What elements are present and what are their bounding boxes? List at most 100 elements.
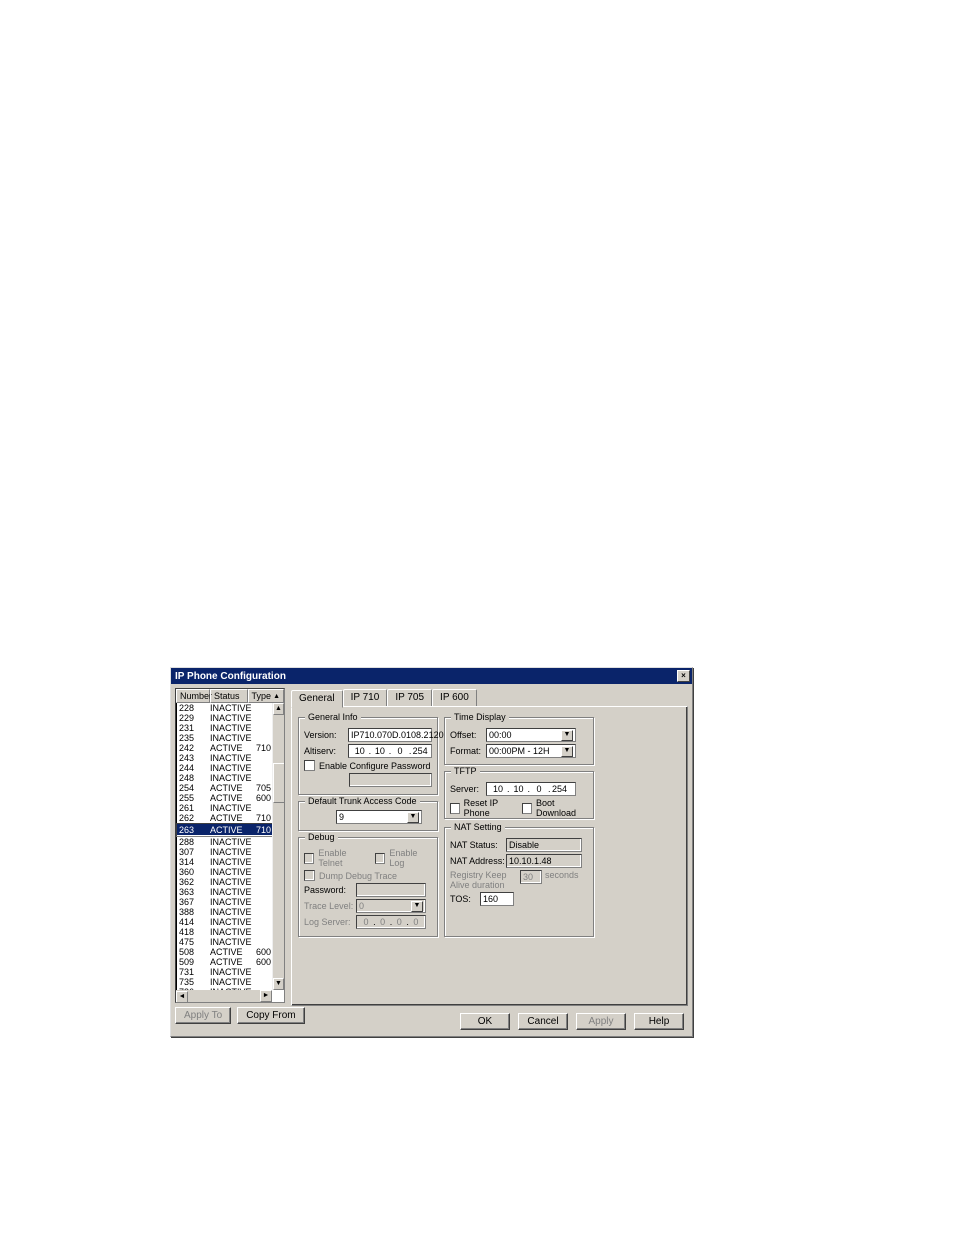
table-row[interactable]: 244INACTIVE xyxy=(176,763,284,773)
close-icon[interactable]: × xyxy=(677,670,690,682)
tos-field[interactable]: 160 xyxy=(480,892,514,906)
table-row[interactable]: 307INACTIVE xyxy=(176,847,284,857)
group-trunk-code: Default Trunk Access Code 9▼ xyxy=(298,801,438,831)
table-row[interactable]: 254ACTIVE705 xyxy=(176,783,284,793)
vertical-scrollbar[interactable]: ▲ ▼ xyxy=(272,703,284,990)
table-row[interactable]: 228INACTIVE xyxy=(176,703,284,713)
sort-up-icon: ▲ xyxy=(273,693,280,700)
tab-general[interactable]: General xyxy=(291,690,343,708)
scroll-up-icon[interactable]: ▲ xyxy=(273,703,284,715)
table-row[interactable]: 263ACTIVE710 xyxy=(176,823,284,837)
table-row[interactable]: 388INACTIVE xyxy=(176,907,284,917)
keepalive-label: Registry Keep Alive duration xyxy=(450,870,520,890)
keepalive-field: 30 xyxy=(520,870,542,884)
copy-from-button[interactable]: Copy From xyxy=(237,1007,304,1024)
table-row[interactable]: 362INACTIVE xyxy=(176,877,284,887)
legend-trunk: Default Trunk Access Code xyxy=(305,796,420,806)
scroll-left-icon[interactable]: ◄ xyxy=(176,991,188,1003)
ok-button[interactable]: OK xyxy=(460,1013,510,1030)
table-row[interactable]: 414INACTIVE xyxy=(176,917,284,927)
reset-label: Reset IP Phone xyxy=(464,798,518,818)
table-row[interactable]: 288INACTIVE xyxy=(176,837,284,847)
boot-download-checkbox[interactable] xyxy=(522,803,532,814)
apply-to-button[interactable]: Apply To xyxy=(175,1007,231,1024)
enable-password-checkbox[interactable] xyxy=(304,760,315,771)
list-rows[interactable]: 228INACTIVE229INACTIVE231INACTIVE235INAC… xyxy=(176,703,284,1002)
nat-address-field: 10.10.1.48 xyxy=(506,854,582,868)
enable-telnet-label: Enable Telnet xyxy=(318,848,369,868)
format-select[interactable]: 00:00PM - 12H▼ xyxy=(486,744,576,758)
tab-ip710[interactable]: IP 710 xyxy=(343,689,388,707)
table-row[interactable]: 418INACTIVE xyxy=(176,927,284,937)
dump-trace-checkbox xyxy=(304,870,315,881)
table-row[interactable]: 243INACTIVE xyxy=(176,753,284,763)
tab-strip: General IP 710 IP 705 IP 600 xyxy=(291,688,688,706)
table-row[interactable]: 248INACTIVE xyxy=(176,773,284,783)
apply-button[interactable]: Apply xyxy=(576,1013,626,1030)
keepalive-unit: seconds xyxy=(545,870,579,880)
col-number[interactable]: Number xyxy=(176,689,210,703)
table-row[interactable]: 229INACTIVE xyxy=(176,713,284,723)
tftp-server-ip[interactable]: 10.10.0.254 xyxy=(486,782,576,796)
legend-tftp: TFTP xyxy=(451,766,480,776)
legend-nat: NAT Setting xyxy=(451,822,505,832)
enable-password-label: Enable Configure Password xyxy=(319,761,431,771)
col-type[interactable]: Type▲ xyxy=(248,689,284,703)
scroll-thumb[interactable] xyxy=(273,763,285,803)
table-row[interactable]: 261INACTIVE xyxy=(176,803,284,813)
debug-password-field xyxy=(356,883,426,897)
log-server-ip: 0.0.0.0 xyxy=(356,915,426,929)
chevron-down-icon: ▼ xyxy=(561,730,573,741)
table-row[interactable]: 235INACTIVE xyxy=(176,733,284,743)
table-row[interactable]: 262ACTIVE710 xyxy=(176,813,284,823)
horizontal-scrollbar[interactable]: ◄ ► xyxy=(176,990,272,1002)
offset-select[interactable]: 00:00▼ xyxy=(486,728,576,742)
titlebar[interactable]: IP Phone Configuration × xyxy=(171,668,692,684)
tos-label: TOS: xyxy=(450,894,480,904)
window-title: IP Phone Configuration xyxy=(175,671,677,682)
phone-list[interactable]: Number Status Type▲ 228INACTIVE229INACTI… xyxy=(175,688,285,1003)
enable-log-checkbox xyxy=(375,853,385,864)
group-general-info: General Info Version: IP710.070D.0108.21… xyxy=(298,717,438,795)
table-row[interactable]: 731INACTIVE xyxy=(176,967,284,977)
help-button[interactable]: Help xyxy=(634,1013,684,1030)
version-label: Version: xyxy=(304,730,348,740)
cancel-button[interactable]: Cancel xyxy=(518,1013,568,1030)
debug-password-label: Password: xyxy=(304,885,356,895)
nat-address-label: NAT Address: xyxy=(450,856,506,866)
dump-trace-label: Dump Debug Trace xyxy=(319,871,397,881)
version-field: IP710.070D.0108.2120 xyxy=(348,728,432,742)
tab-panel: General Info Version: IP710.070D.0108.21… xyxy=(291,706,688,1006)
trace-level-select: 0▼ xyxy=(356,899,426,913)
table-row[interactable]: 363INACTIVE xyxy=(176,887,284,897)
enable-telnet-checkbox xyxy=(304,853,314,864)
scroll-right-icon[interactable]: ► xyxy=(260,990,272,1002)
format-label: Format: xyxy=(450,746,486,756)
table-row[interactable]: 367INACTIVE xyxy=(176,897,284,907)
configure-password-field xyxy=(349,773,432,787)
table-row[interactable]: 475INACTIVE xyxy=(176,937,284,947)
table-row[interactable]: 242ACTIVE710 xyxy=(176,743,284,753)
table-row[interactable]: 508ACTIVE600 xyxy=(176,947,284,957)
group-tftp: TFTP Server: 10.10.0.254 Reset IP Phone … xyxy=(444,771,594,819)
col-status[interactable]: Status xyxy=(210,689,248,703)
tab-ip705[interactable]: IP 705 xyxy=(387,689,432,707)
table-row[interactable]: 509ACTIVE600 xyxy=(176,957,284,967)
reset-ip-phone-checkbox[interactable] xyxy=(450,803,460,814)
scroll-down-icon[interactable]: ▼ xyxy=(273,978,284,990)
table-row[interactable]: 231INACTIVE xyxy=(176,723,284,733)
group-nat: NAT Setting NAT Status: Disable NAT Addr… xyxy=(444,827,594,937)
boot-label: Boot Download xyxy=(536,798,588,818)
nat-status-field: Disable xyxy=(506,838,582,852)
tftp-server-label: Server: xyxy=(450,784,486,794)
log-server-label: Log Server: xyxy=(304,917,356,927)
altiserv-label: Altiserv: xyxy=(304,746,348,756)
table-row[interactable]: 314INACTIVE xyxy=(176,857,284,867)
list-header[interactable]: Number Status Type▲ xyxy=(176,689,284,703)
table-row[interactable]: 360INACTIVE xyxy=(176,867,284,877)
altiserv-ip[interactable]: 10.10.0.254 xyxy=(348,744,432,758)
table-row[interactable]: 735INACTIVE xyxy=(176,977,284,987)
tab-ip600[interactable]: IP 600 xyxy=(432,689,477,707)
table-row[interactable]: 255ACTIVE600 xyxy=(176,793,284,803)
trunk-code-select[interactable]: 9▼ xyxy=(336,810,422,824)
